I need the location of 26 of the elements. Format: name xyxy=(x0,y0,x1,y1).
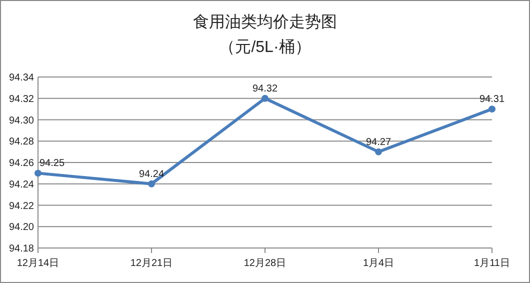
text: 94.20 xyxy=(8,222,34,234)
text: 94.30 xyxy=(8,115,34,126)
chart-title: 食用油类均价走势图 xyxy=(193,13,337,31)
x-tick-label: 1月4日 xyxy=(362,258,394,269)
text: 94.18 xyxy=(8,244,34,254)
text: 94.24 xyxy=(8,179,34,190)
text: 94.26 xyxy=(8,158,34,169)
text: 94.28 xyxy=(8,136,34,148)
data-label: 94.24 xyxy=(138,168,164,180)
chart-subtitle: （元/5L·桶） xyxy=(219,38,311,56)
data-label: 94.31 xyxy=(479,94,505,106)
point xyxy=(34,170,42,177)
x-tick-label: 12月21日 xyxy=(130,258,173,269)
data-label: 94.32 xyxy=(252,83,278,94)
text: 94.32 xyxy=(8,94,34,105)
data-label: 94.27 xyxy=(366,136,392,148)
text: 94.34 xyxy=(8,72,34,84)
x-tick-label: 1月11日 xyxy=(474,258,510,269)
data-label: 94.25 xyxy=(39,158,65,170)
point xyxy=(375,148,382,156)
point xyxy=(262,94,268,102)
x-tick-label: 12月14日 xyxy=(16,258,60,269)
point xyxy=(488,106,496,113)
x-tick-label: 12月28日 xyxy=(244,258,286,269)
text: 94.22 xyxy=(8,200,34,212)
point xyxy=(148,180,155,188)
